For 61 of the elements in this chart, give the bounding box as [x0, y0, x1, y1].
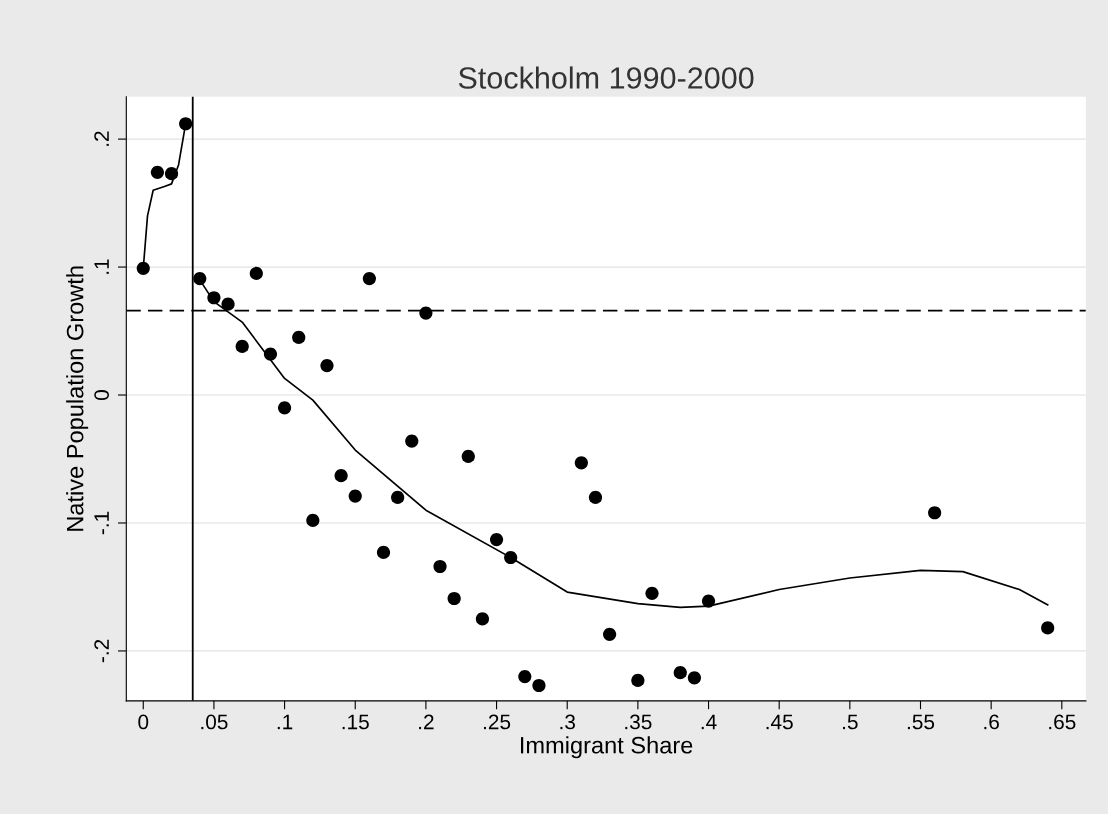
x-tick-label: .35	[625, 714, 652, 730]
point	[631, 673, 645, 687]
point	[136, 261, 150, 275]
x-tick-label: .45	[766, 714, 793, 730]
x-tick-label: .3	[560, 714, 575, 730]
point	[376, 545, 391, 559]
x-tick-label: .05	[201, 714, 228, 730]
point	[1041, 621, 1055, 635]
point	[518, 669, 532, 684]
point	[687, 671, 701, 685]
point	[588, 490, 603, 504]
point	[928, 506, 942, 520]
point	[179, 117, 193, 131]
point	[164, 167, 179, 181]
y-tick-label: .2	[94, 131, 109, 146]
x-tick-label: .25	[483, 714, 511, 730]
x-tick-label: .2	[419, 714, 434, 730]
x-tick-label: .15	[342, 714, 369, 730]
point	[673, 666, 687, 680]
point	[306, 513, 320, 528]
x-tick-label: .6	[984, 714, 999, 730]
x-tick-label: .1	[277, 714, 293, 730]
point	[489, 533, 504, 547]
point	[645, 586, 659, 600]
chart-title: Stockholm 1990-2000	[458, 66, 754, 89]
point	[249, 266, 263, 281]
point	[278, 401, 292, 415]
x-axis-title: Immigrant Share	[521, 736, 693, 759]
point	[263, 347, 278, 361]
point	[221, 297, 235, 311]
x-tick-label: .4	[701, 714, 717, 730]
y-tick-label: -.1	[94, 511, 109, 535]
point	[461, 449, 475, 464]
x-tick-label: 0	[138, 714, 149, 730]
y-tick-label: -.2	[94, 639, 109, 663]
x-tick-label: .55	[907, 714, 935, 730]
x-tick-label: .65	[1049, 714, 1076, 730]
point	[405, 434, 419, 448]
y-tick-label: .1	[94, 259, 109, 274]
point	[391, 490, 405, 504]
point	[320, 359, 334, 373]
point	[447, 591, 461, 606]
point	[574, 456, 588, 470]
point	[207, 291, 221, 305]
y-tick-label: 0	[94, 390, 109, 400]
point	[532, 678, 546, 693]
point	[475, 612, 490, 626]
point	[235, 339, 249, 353]
point	[334, 469, 348, 483]
point	[419, 306, 433, 320]
point	[193, 271, 207, 286]
point	[292, 330, 306, 345]
point	[150, 165, 164, 179]
point	[348, 489, 362, 503]
point	[433, 559, 447, 574]
y-axis-title: Native Population Growth	[66, 266, 89, 531]
point	[504, 550, 518, 565]
point	[701, 594, 716, 608]
point	[603, 627, 617, 641]
x-tick-label: .5	[843, 714, 858, 730]
point	[362, 271, 376, 286]
